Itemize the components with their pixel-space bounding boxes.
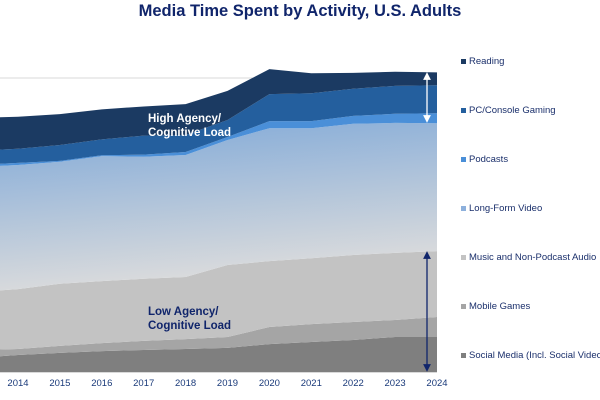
legend-label: Podcasts bbox=[469, 154, 509, 165]
legend-swatch bbox=[461, 353, 466, 358]
legend-label: Music and Non-Podcast Audio bbox=[469, 252, 597, 263]
low-agency-annotation: Low Agency/ Cognitive Load bbox=[148, 305, 231, 333]
legend-swatch bbox=[461, 59, 466, 64]
x-tick-label: 2017 bbox=[133, 378, 154, 389]
legend-item: Mobile Games bbox=[461, 301, 530, 312]
area-long-form-video bbox=[0, 122, 437, 291]
legend-item: PC/Console Gaming bbox=[461, 105, 556, 116]
legend-swatch bbox=[461, 157, 466, 162]
x-tick-label: 2024 bbox=[426, 378, 447, 389]
area-reading bbox=[0, 69, 437, 150]
annotation-line: Cognitive Load bbox=[148, 127, 232, 139]
area-pc-console-gaming bbox=[0, 85, 437, 164]
legend-label: Reading bbox=[469, 56, 505, 67]
legend-swatch bbox=[461, 108, 466, 113]
legend-item: Music and Non-Podcast Audio bbox=[461, 252, 596, 263]
high-agency-annotation: High Agency/ Cognitive Load bbox=[148, 112, 231, 140]
chart-title: Media Time Spent by Activity, U.S. Adult… bbox=[138, 2, 462, 20]
area-podcasts bbox=[0, 113, 437, 166]
x-tick-label: 2020 bbox=[259, 378, 280, 389]
x-tick-label: 2021 bbox=[301, 378, 322, 389]
annotation-line: Low Agency/ bbox=[148, 306, 219, 318]
x-tick-label: 2014 bbox=[7, 378, 28, 389]
x-tick-label: 2018 bbox=[175, 378, 196, 389]
legend-item: Podcasts bbox=[461, 154, 508, 165]
legend-swatch bbox=[461, 206, 466, 211]
legend-swatch bbox=[461, 304, 466, 309]
x-tick-label: 2016 bbox=[91, 378, 112, 389]
legend-label: PC/Console Gaming bbox=[469, 105, 556, 116]
legend-swatch bbox=[461, 255, 466, 260]
area-music-and-non-podcast-audio bbox=[0, 251, 437, 350]
area-social-media-incl-social-video- bbox=[0, 337, 437, 372]
annotation-line: Cognitive Load bbox=[148, 320, 232, 332]
legend-item: Reading bbox=[461, 56, 504, 67]
x-tick-label: 2019 bbox=[217, 378, 238, 389]
legend-label: Mobile Games bbox=[469, 301, 531, 312]
x-tick-label: 2023 bbox=[385, 378, 406, 389]
x-tick-label: 2015 bbox=[49, 378, 70, 389]
annotation-line: High Agency/ bbox=[148, 113, 222, 125]
legend-label: Long-Form Video bbox=[469, 203, 543, 214]
legend-label: Social Media (Incl. Social Video) bbox=[469, 350, 600, 361]
legend-item: Social Media (Incl. Social Video) bbox=[461, 350, 600, 361]
legend-item: Long-Form Video bbox=[461, 203, 542, 214]
x-tick-label: 2022 bbox=[343, 378, 364, 389]
area-mobile-games bbox=[0, 317, 437, 357]
